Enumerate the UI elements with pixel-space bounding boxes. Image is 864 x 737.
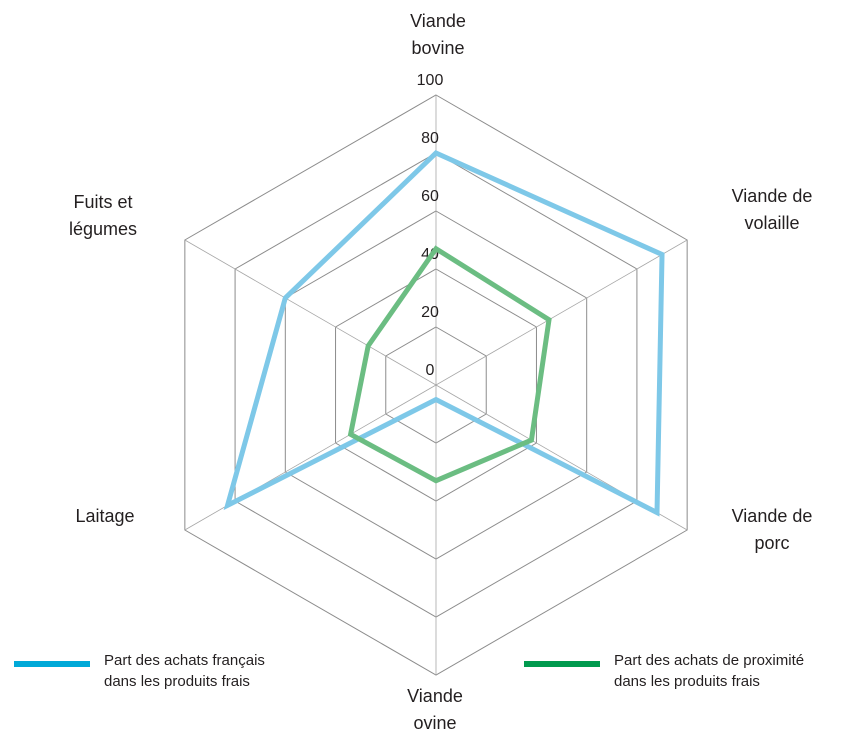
legend-item-achats-francais: Part des achats français dans les produi… (14, 650, 265, 692)
axis-label-viande-de-volaille: Viande de volaille (712, 183, 832, 237)
radar-series (227, 153, 662, 513)
axis-label-viande-bovine: Viande bovine (388, 8, 488, 62)
legend-label-achats-proximite: Part des achats de proximité dans les pr… (614, 650, 804, 692)
axis-label-fuits-et-legumes: Fuits et légumes (48, 189, 158, 243)
legend-label-achats-francais: Part des achats français dans les produi… (104, 650, 265, 692)
radial-tick-label: 0 (426, 362, 435, 379)
legend-swatch-achats-francais (14, 661, 90, 667)
legend-item-achats-proximite: Part des achats de proximité dans les pr… (524, 650, 804, 692)
radial-tick-label: 100 (417, 72, 444, 89)
legend-swatch-achats-proximite (524, 661, 600, 667)
axis-label-viande-ovine: Viande ovine (385, 683, 485, 737)
radial-tick-label: 80 (421, 130, 439, 147)
axis-spoke (436, 240, 687, 385)
radial-tick-label: 60 (421, 188, 439, 205)
axis-spoke (185, 240, 436, 385)
series-line-1 (351, 249, 549, 481)
radial-tick-label: 20 (421, 304, 439, 321)
axis-label-laitage: Laitage (50, 503, 160, 530)
series-line-0 (228, 153, 662, 513)
axis-label-viande-de-porc: Viande de porc (712, 503, 832, 557)
